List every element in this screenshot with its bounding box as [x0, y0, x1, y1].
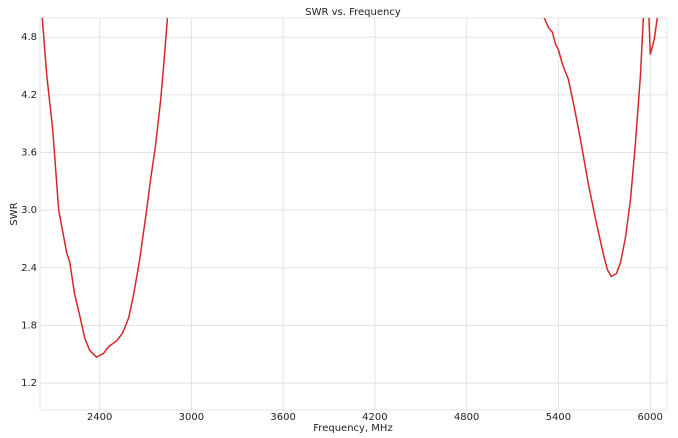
plot-area: [39, 17, 668, 411]
y-tick-label: 4.2: [21, 90, 37, 101]
x-tick-label: 3000: [179, 412, 204, 423]
y-tick-label: 3.6: [21, 148, 37, 159]
y-tick-label: 3.0: [21, 205, 37, 216]
x-tick-label: 5400: [546, 412, 571, 423]
x-tick-label: 2400: [87, 412, 112, 423]
x-tick-label: 6000: [637, 412, 662, 423]
y-tick-label: 1.2: [21, 378, 37, 389]
x-axis-label: Frequency, MHz: [313, 423, 392, 434]
x-tick-label: 4200: [362, 412, 387, 423]
x-tick-label: 4800: [454, 412, 479, 423]
x-tick-label: 3600: [270, 412, 295, 423]
y-tick-label: 1.8: [21, 320, 37, 331]
y-tick-label: 2.4: [21, 263, 37, 274]
y-axis-label: SWR: [9, 202, 20, 225]
y-tick-label: 4.8: [21, 32, 37, 43]
series-line: [41, 18, 659, 359]
chart-title: SWR vs. Frequency: [305, 7, 401, 18]
